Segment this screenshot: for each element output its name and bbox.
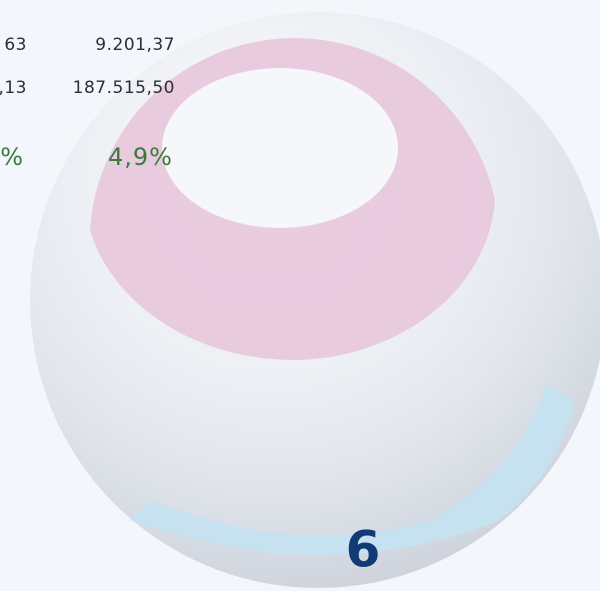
cell: 63 — [4, 35, 27, 55]
cell: 9.201,37 — [95, 35, 175, 55]
ring-hole — [162, 68, 398, 228]
cell: ,13 — [0, 78, 27, 98]
blue-ring — [130, 385, 575, 555]
sphere-decoration — [30, 12, 600, 588]
percent-cell: % — [0, 143, 24, 171]
cell: 187.515,50 — [73, 78, 175, 98]
badge-number: 6 — [346, 521, 381, 579]
percent-cell: 4,9% — [108, 143, 173, 171]
data-table: 63 9.201,37 ,13 187.515,50 % 4,9% — [0, 35, 175, 171]
